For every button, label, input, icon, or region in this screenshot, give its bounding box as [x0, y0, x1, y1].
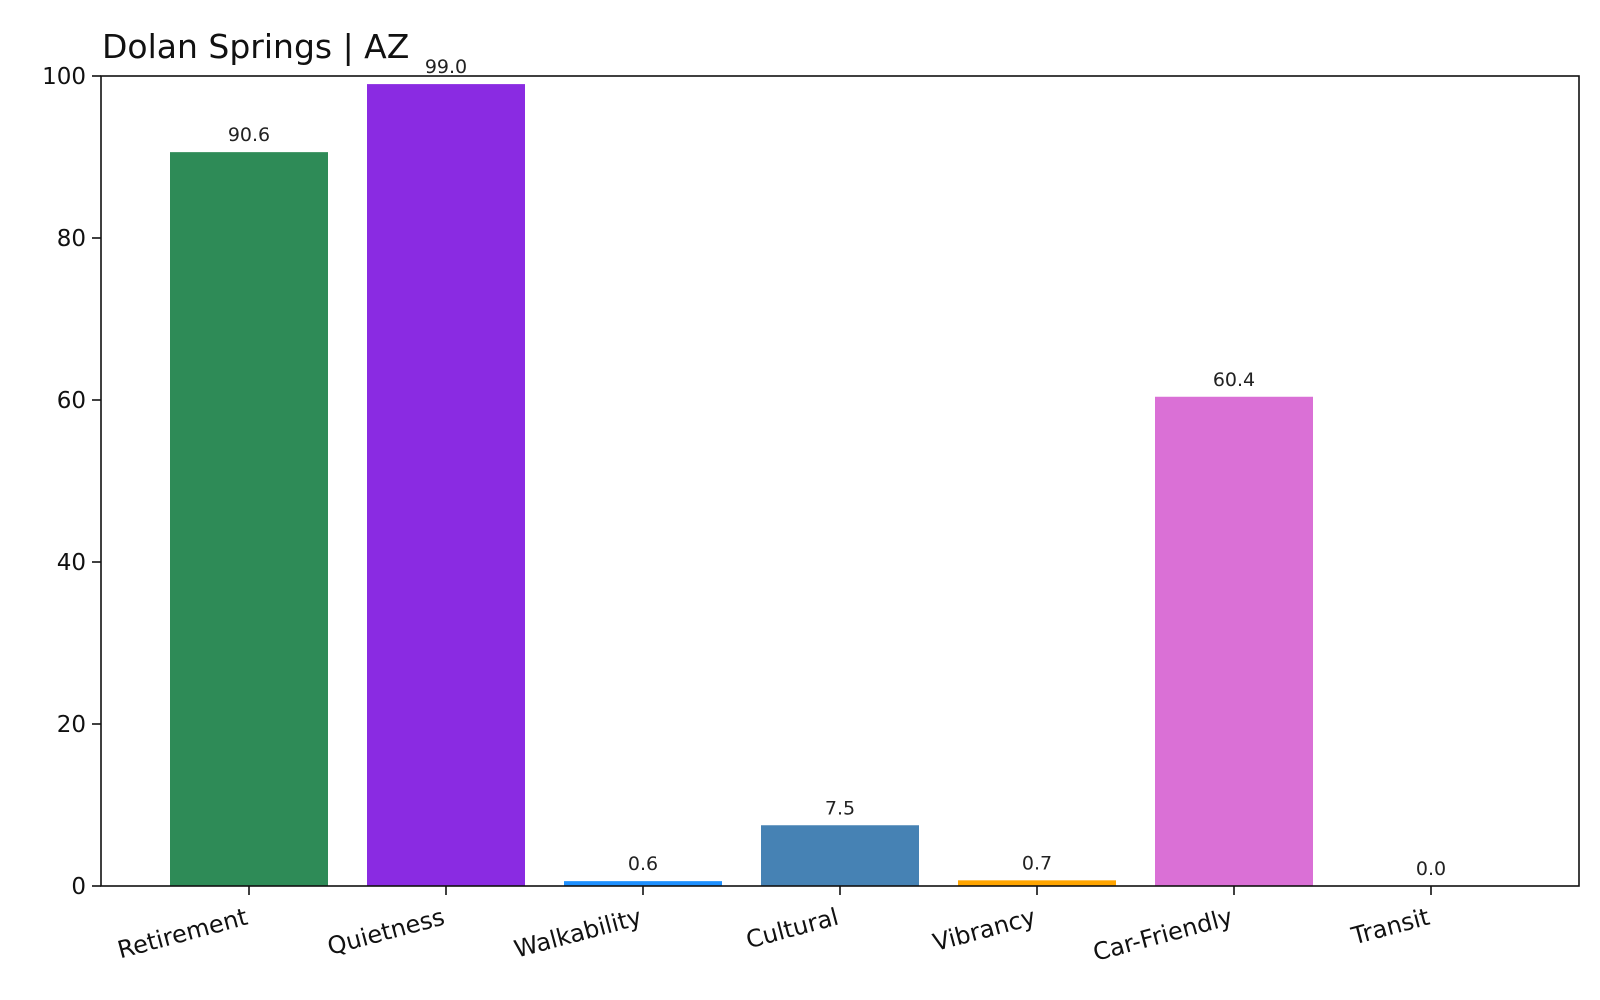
y-tick-label: 100: [42, 64, 86, 90]
x-tick-label: Transit: [1348, 903, 1433, 951]
plot-area-frame: [100, 75, 1580, 887]
x-axis: Retirement Quietness Walkability Cultural Vi…: [115, 886, 1433, 967]
y-tick-label: 80: [57, 226, 86, 252]
data-label: 90.6: [228, 124, 270, 146]
bar-walkability: [564, 881, 722, 886]
x-tick-label: Quietness: [324, 903, 447, 961]
data-label: 60.4: [1213, 369, 1255, 391]
x-tick-label: Vibrancy: [930, 903, 1039, 957]
chart-title: Dolan Springs | AZ: [102, 27, 409, 66]
data-label: 0.6: [628, 853, 658, 875]
y-tick-label: 0: [71, 874, 86, 900]
y-axis: 0 20 40 60 80 100: [42, 64, 101, 900]
x-tick-label: Car-Friendly: [1090, 903, 1236, 967]
y-tick-label: 20: [57, 712, 86, 738]
x-tick-label: Walkability: [511, 903, 644, 964]
data-labels-layer: 90.6 99.0 0.6 7.5 0.7 60.4 0.0: [228, 56, 1446, 880]
bar-vibrancy: [958, 880, 1116, 886]
x-tick-label: Retirement: [115, 903, 251, 965]
data-label: 0.0: [1416, 858, 1446, 880]
bar-cultural: [761, 825, 919, 886]
bar-quietness: [367, 84, 525, 887]
y-tick-label: 40: [57, 550, 86, 576]
x-tick-label: Cultural: [743, 903, 842, 955]
bar-retirement: [170, 152, 328, 886]
data-label: 99.0: [425, 56, 467, 78]
y-tick-label: 60: [57, 388, 86, 414]
data-label: 7.5: [825, 797, 855, 819]
data-label: 0.7: [1022, 852, 1052, 874]
bars-layer: [170, 84, 1313, 887]
bar-car-friendly: [1155, 396, 1313, 886]
